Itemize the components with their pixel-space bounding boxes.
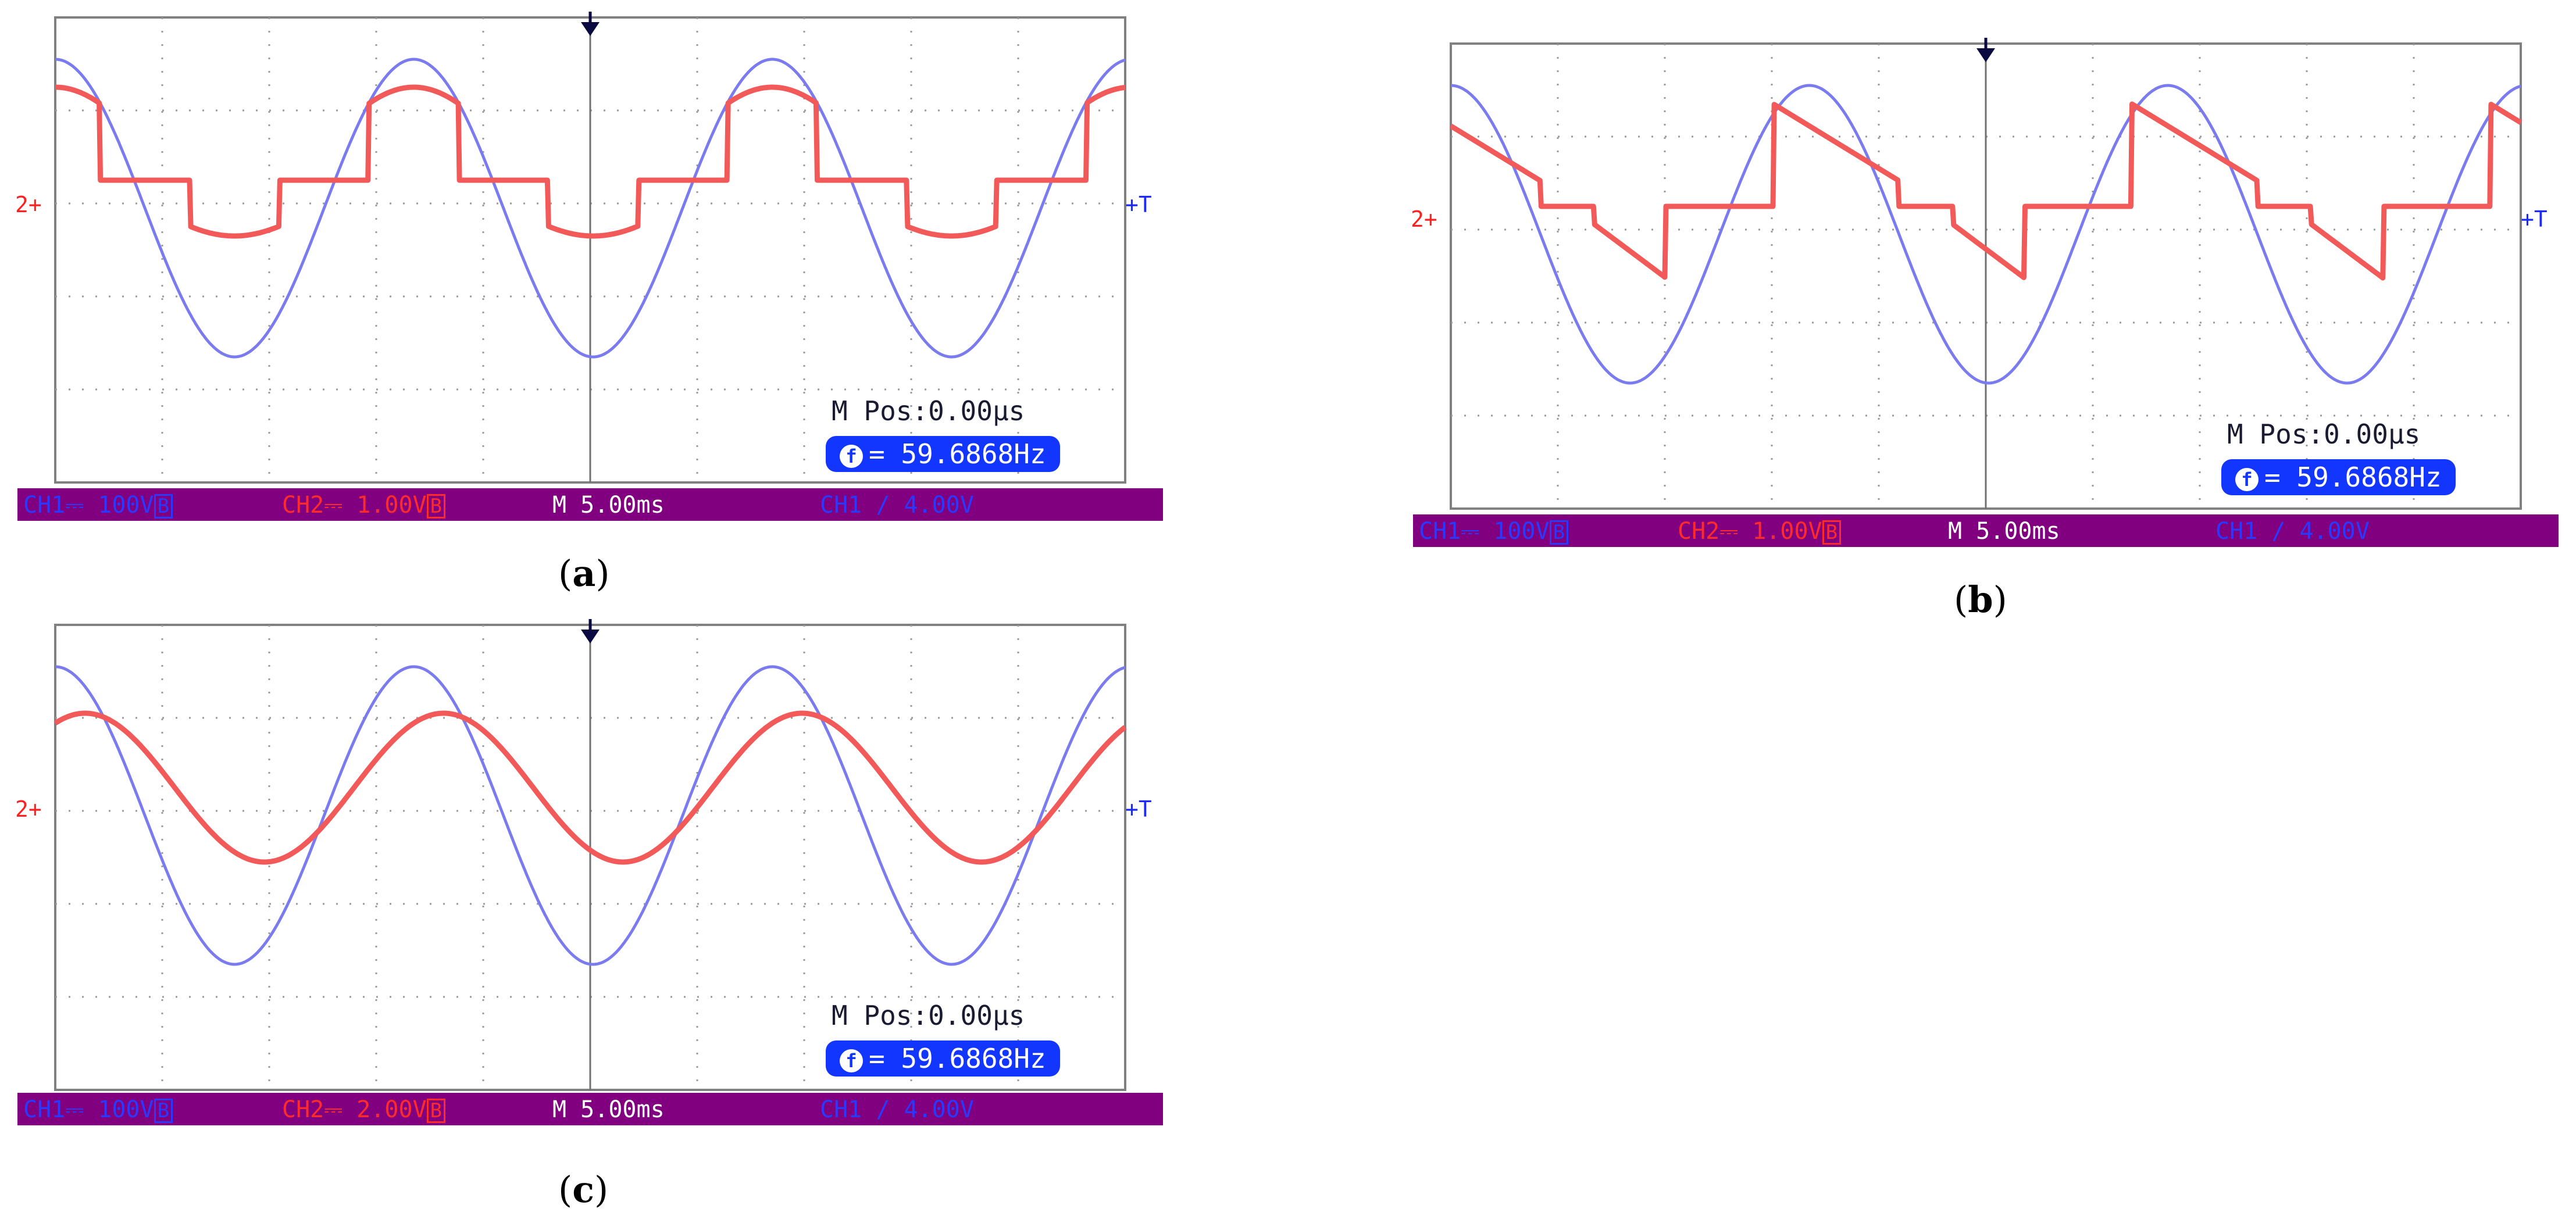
- caption-c: (c): [558, 1168, 609, 1211]
- trigger-setting: CH1 ∕ 4.00V: [820, 492, 974, 518]
- bandwidth-icon: B: [154, 1099, 173, 1123]
- status-bar: CH1⎓ 100V B CH2⎓ 1.00V B M 5.00ms CH1 ∕ 4.…: [1413, 514, 2559, 547]
- status-bar: CH1⎓ 100V B CH2⎓ 1.00V B M 5.00ms CH1 ∕ 4.…: [17, 488, 1163, 521]
- ch2-marker: 2+: [15, 192, 42, 217]
- trigger-setting: CH1 ∕ 4.00V: [820, 1096, 974, 1123]
- bandwidth-icon: B: [154, 494, 173, 518]
- scope-screen-c: [53, 619, 1127, 1091]
- trigger-position-icon: [581, 630, 600, 643]
- ch2-scale: CH2⎓ 2.00V: [282, 1096, 427, 1123]
- m-pos-readout: M Pos:0.00μs: [832, 395, 1025, 427]
- frequency-badge: f = 59.6868Hz: [826, 436, 1060, 472]
- frequency-value: = 59.6868Hz: [869, 438, 1046, 470]
- scope-panel-b: 2+ +T M Pos:0.00μs f = 59.6868Hz CH1⎓ 100…: [1411, 38, 2559, 625]
- scope-screen-a: [53, 12, 1127, 484]
- frequency-badge: f = 59.6868Hz: [2221, 459, 2456, 495]
- trigger-marker: +T: [1125, 796, 1152, 822]
- caption-a: (a): [558, 552, 610, 595]
- scope-screen-b: [1449, 38, 2523, 510]
- timebase: M 5.00ms: [552, 1096, 665, 1123]
- timebase: M 5.00ms: [1948, 518, 2060, 545]
- ch1-trace: [1450, 84, 2521, 385]
- ch2-trace: [1449, 101, 2523, 281]
- ch1-scale: CH1⎓ 100V: [23, 1096, 154, 1123]
- frequency-value: = 59.6868Hz: [2264, 462, 2442, 493]
- caption-b: (b): [1954, 578, 2007, 621]
- trigger-setting: CH1 ∕ 4.00V: [2215, 518, 2370, 545]
- ch1-scale: CH1⎓ 100V: [1419, 518, 1550, 545]
- ch2-trace: [53, 710, 1127, 865]
- frequency-icon: f: [840, 1049, 863, 1072]
- ch2-marker: 2+: [15, 796, 42, 822]
- bandwidth-icon: B: [1549, 520, 1569, 545]
- scope-panel-a: 2+ +T M Pos:0.00μs f = 59.6868Hz CH1⎓ 100…: [15, 12, 1163, 595]
- ch1-trace: [55, 58, 1126, 359]
- status-bar: CH1⎓ 100V B CH2⎓ 2.00V B M 5.00ms CH1 ∕ 4.…: [17, 1093, 1163, 1125]
- frequency-value: = 59.6868Hz: [869, 1043, 1046, 1074]
- timebase: M 5.00ms: [552, 492, 665, 518]
- ch1-scale: CH1⎓ 100V: [23, 492, 154, 518]
- trigger-marker: +T: [1125, 192, 1152, 217]
- bandwidth-icon: B: [426, 1099, 446, 1123]
- ch2-marker: 2+: [1411, 206, 1437, 232]
- frequency-badge: f = 59.6868Hz: [826, 1040, 1060, 1077]
- trigger-marker: +T: [2521, 206, 2548, 232]
- bandwidth-icon: B: [426, 494, 446, 518]
- frequency-icon: f: [2235, 467, 2259, 491]
- ch2-trace: [53, 84, 1127, 239]
- ch2-scale: CH2⎓ 1.00V: [282, 492, 427, 518]
- ch1-trace: [55, 665, 1126, 966]
- ch2-scale: CH2⎓ 1.00V: [1678, 518, 1822, 545]
- m-pos-readout: M Pos:0.00μs: [832, 1000, 1025, 1031]
- trigger-position-icon: [581, 22, 600, 36]
- frequency-icon: f: [840, 444, 863, 468]
- trigger-position-icon: [1976, 48, 1995, 62]
- scope-panel-c: 2+ +T M Pos:0.00μs f = 59.6868Hz CH1⎓ 100…: [15, 619, 1163, 1212]
- m-pos-readout: M Pos:0.00μs: [2227, 419, 2421, 450]
- bandwidth-icon: B: [1822, 520, 1842, 545]
